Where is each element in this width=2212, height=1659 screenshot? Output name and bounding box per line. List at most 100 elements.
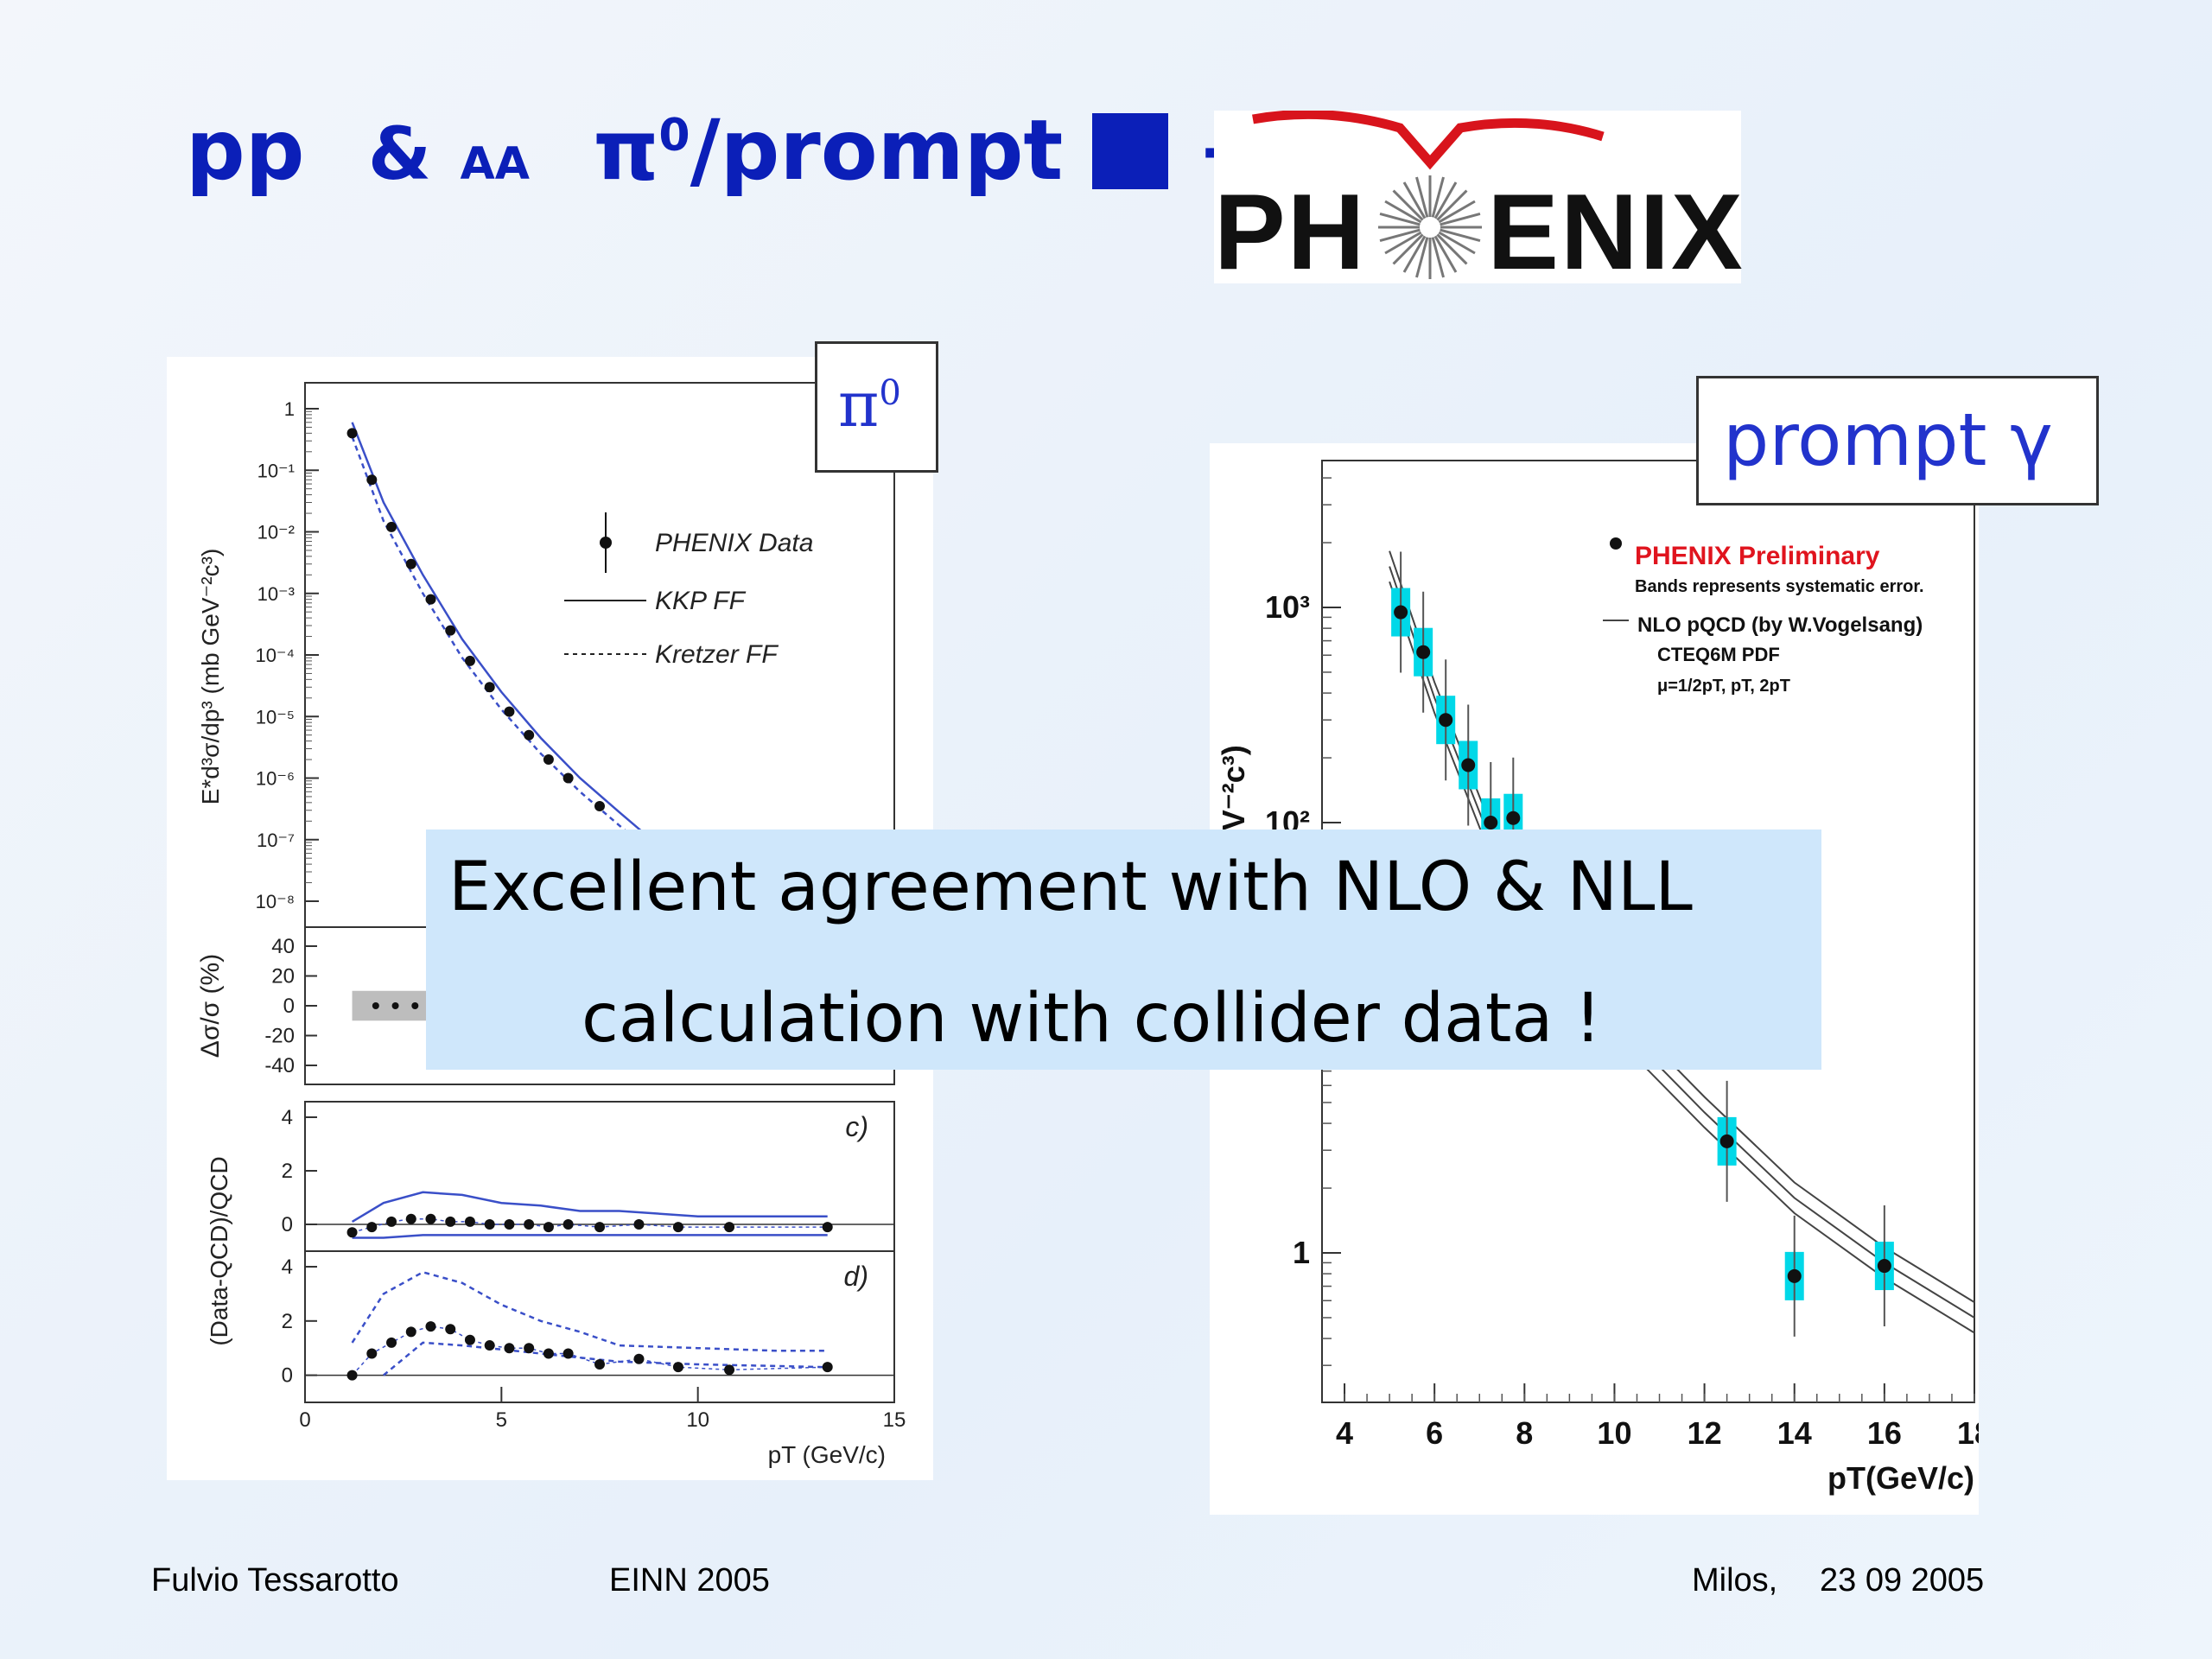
systematic-band xyxy=(352,990,431,1021)
y-tick-label: 1 xyxy=(1293,1235,1310,1270)
sunburst-ray xyxy=(1379,213,1421,226)
y-tick-label: 10⁻⁵ xyxy=(256,706,295,728)
panel-c-lower-curve xyxy=(352,1234,828,1239)
phenix-preliminary-point xyxy=(1461,758,1476,772)
legend-nlo-pqcd: NLO pQCD (by W.Vogelsang) xyxy=(1637,613,1923,637)
y-tick-label: 10³ xyxy=(1265,589,1310,625)
x-tick-label: 10 xyxy=(686,1408,709,1432)
y-tick-label: 10⁻⁴ xyxy=(255,645,295,666)
panel-d-data-point xyxy=(504,1343,515,1354)
legend-mu-scales: μ=1/2pT, pT, 2pT xyxy=(1657,677,1790,696)
title-aa: AA xyxy=(460,138,531,190)
legend-kretzer-ff: Kretzer FF xyxy=(655,640,779,669)
phenix-data-point xyxy=(524,729,535,741)
systematic-point xyxy=(391,1002,399,1009)
phenix-data-point xyxy=(386,521,397,532)
panel-d-data-point xyxy=(543,1348,554,1359)
sunburst-ray xyxy=(1436,189,1468,221)
phenix-data-point xyxy=(366,474,378,486)
y-tick-label: 2 xyxy=(282,1160,293,1183)
sunburst-ray xyxy=(1433,235,1458,273)
phenix-logo-graphic xyxy=(1252,111,1605,279)
footer-location: Milos, xyxy=(1692,1562,1778,1599)
legend-data-marker xyxy=(600,537,612,549)
y-tick-label: 4 xyxy=(282,1106,293,1129)
phenix-preliminary-point xyxy=(1394,605,1408,620)
y-tick-label: 2 xyxy=(282,1310,293,1333)
x-tick-label: 8 xyxy=(1516,1415,1533,1451)
panel-c-data-point xyxy=(484,1219,495,1230)
y-tick-label: 40 xyxy=(271,935,295,958)
x-tick-label: 16 xyxy=(1867,1415,1902,1451)
phenix-logo: PH ENIX xyxy=(1214,111,1743,292)
phenix-data-point xyxy=(594,800,605,811)
panel-c-data-point xyxy=(524,1219,535,1230)
panel-d-data-point xyxy=(524,1343,535,1354)
y-tick-label: 10⁻³ xyxy=(257,583,295,605)
panel-d-data-point xyxy=(386,1337,397,1348)
y-tick-label: -40 xyxy=(264,1054,295,1077)
title-pi: π xyxy=(593,102,659,199)
panel-d-upper-curve xyxy=(351,1270,828,1352)
panel-c-data-point xyxy=(543,1222,554,1233)
legend-cteq6m: CTEQ6M PDF xyxy=(1657,644,1780,665)
y-tick-label: 10⁻² xyxy=(257,522,295,543)
systematic-point xyxy=(411,1002,419,1009)
phenix-data-point xyxy=(405,558,416,569)
y-tick-label: 10⁻¹ xyxy=(257,460,295,481)
x-tick-label: 14 xyxy=(1777,1415,1812,1451)
panel-c-center-curve xyxy=(352,1218,828,1234)
x-tick-label: 10 xyxy=(1597,1415,1631,1451)
legend-bands-note: Bands represents systematic error. xyxy=(1635,577,1924,596)
sunburst-ray xyxy=(1402,181,1427,219)
y-tick-label: 1 xyxy=(284,398,295,420)
x-tick-label: 12 xyxy=(1688,1415,1722,1451)
phenix-preliminary-point xyxy=(1787,1268,1802,1283)
pi0-cross-section-ylabel: E*d³σ/dp³ (mb GeV⁻²c³) xyxy=(197,549,224,805)
phenix-data-point xyxy=(464,655,475,666)
pi0-xlabel: pT (GeV/c) xyxy=(768,1441,886,1468)
pi0-chart: 1 10⁻¹ 10⁻² 10⁻³ 10⁻⁴ 10⁻⁵ 10⁻⁶ 10⁻⁷ 10⁻⁸ E*d³σ/d… xyxy=(196,382,906,1468)
callout-line-1: Excellent agreement with NLO & NLL xyxy=(448,849,1693,926)
pi0-label: π0 xyxy=(838,368,901,441)
panel-d-label: d) xyxy=(844,1261,868,1292)
legend-kkp-ff: KKP FF xyxy=(655,587,747,615)
panel-c-data-point xyxy=(366,1222,378,1233)
y-tick-label: 0 xyxy=(282,1213,293,1236)
x-tick-label: 15 xyxy=(883,1408,906,1432)
x-tick-label: 0 xyxy=(299,1408,310,1432)
y-tick-label: 4 xyxy=(282,1255,293,1279)
panel-d-data-point xyxy=(633,1353,645,1364)
legend-data-marker xyxy=(1610,537,1622,550)
phenix-data-point xyxy=(543,754,554,766)
panel-c-data-point xyxy=(822,1222,833,1233)
panel-c-data-point xyxy=(405,1213,416,1224)
footer-author: Fulvio Tessarotto xyxy=(151,1562,399,1599)
logo-sunburst-icon xyxy=(1378,175,1482,279)
sunburst-ray xyxy=(1384,200,1422,224)
sunburst-ray xyxy=(1402,235,1427,273)
panel-d-data-point xyxy=(346,1370,358,1381)
y-tick-label: -20 xyxy=(264,1025,295,1048)
phenix-data-point xyxy=(563,772,574,784)
phenix-data-point xyxy=(445,625,456,636)
panel-c-data-point xyxy=(633,1219,645,1230)
sunburst-ray xyxy=(1431,237,1445,278)
panel-d-data-point xyxy=(822,1362,833,1373)
logo-text-left: PH xyxy=(1214,173,1367,292)
pi0-systematic-ylabel: Δσ/σ (%) xyxy=(196,954,225,1058)
panel-c-data-point xyxy=(504,1219,515,1230)
x-tick-label: 4 xyxy=(1336,1415,1353,1451)
phenix-preliminary-point xyxy=(1416,645,1431,659)
footer-date: 23 09 2005 xyxy=(1820,1562,1985,1599)
y-tick-label: 20 xyxy=(271,965,295,988)
logo-text-right: ENIX xyxy=(1487,173,1745,292)
y-tick-label: 10⁻⁸ xyxy=(256,891,295,912)
panel-d-data-point xyxy=(464,1334,475,1345)
phenix-preliminary-point xyxy=(1877,1259,1891,1274)
phenix-data-point xyxy=(504,706,515,717)
sunburst-ray xyxy=(1431,176,1445,218)
phenix-preliminary-point xyxy=(1506,810,1521,825)
phenix-data-point xyxy=(484,682,495,693)
phenix-preliminary-point xyxy=(1484,816,1498,830)
